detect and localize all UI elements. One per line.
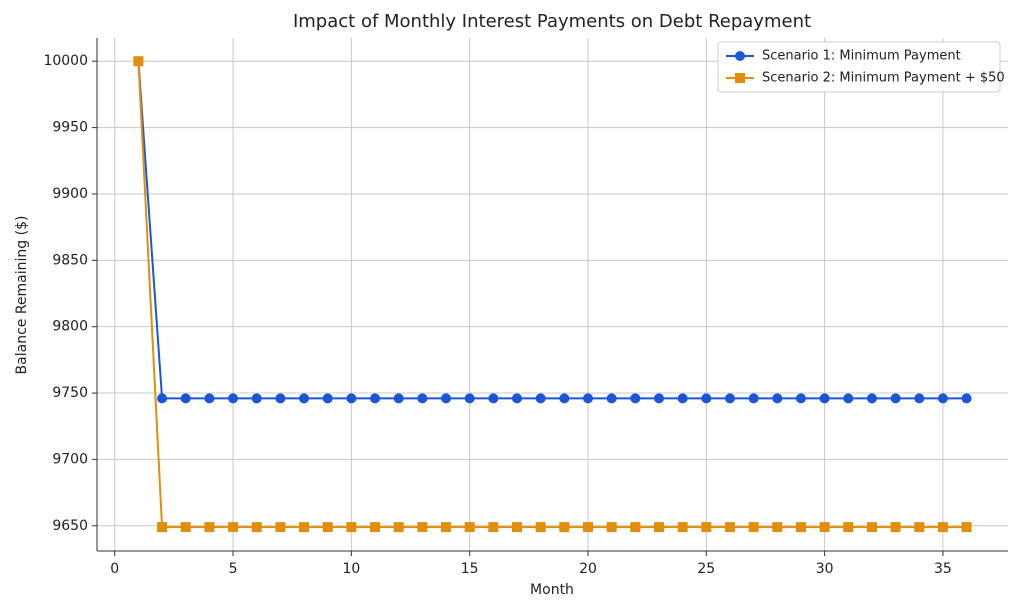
data-point [393,393,404,404]
data-point [795,522,806,533]
data-point [748,522,759,533]
data-point [724,522,735,533]
y-tick-label: 9900 [52,186,88,202]
data-point [535,522,546,533]
y-axis-label: Balance Remaining ($) [14,216,30,375]
data-point [180,393,191,404]
data-point [890,393,901,404]
y-tick-label: 9850 [52,252,88,268]
data-point [748,393,759,404]
data-point [228,393,239,404]
x-tick-label: 0 [110,561,119,577]
data-point [606,393,617,404]
legend-box [717,41,1001,93]
data-point [724,393,735,404]
data-point [772,522,783,533]
data-point [937,393,948,404]
series-line [137,61,967,529]
data-point [299,522,310,533]
data-point [299,393,310,404]
data-point [961,393,972,404]
data-point [677,393,688,404]
data-point [701,393,712,404]
x-tick-label: 20 [579,561,597,577]
data-point [937,522,948,533]
legend-label: Scenario 1: Minimum Payment [762,49,961,64]
y-tick-label: 9800 [52,319,88,335]
data-point [464,522,475,533]
data-point [701,522,712,533]
x-tick-label: 10 [342,561,360,577]
data-point [559,393,570,404]
y-tick-label: 9750 [52,385,88,401]
x-tick-label: 35 [934,561,952,577]
data-point [157,522,168,533]
chart-title: Impact of Monthly Interest Payments on D… [293,11,811,32]
data-point [393,522,404,533]
data-point [914,522,925,533]
x-tick-label: 30 [816,561,834,577]
y-tick-label: 10000 [43,53,88,69]
data-point [251,522,262,533]
data-point [843,522,854,533]
data-point [464,393,475,404]
legend-marker [735,51,745,61]
data-point [322,522,333,533]
data-point [890,522,901,533]
series-line [137,61,967,400]
data-point [157,393,168,404]
data-point [180,522,191,533]
data-point [488,393,499,404]
data-point [653,393,664,404]
data-point [819,393,830,404]
data-point [535,393,546,404]
data-point [677,522,688,533]
data-point [630,393,641,404]
legend-marker [735,73,745,83]
data-point [275,522,286,533]
data-point [866,522,877,533]
data-point [772,393,783,404]
data-point [204,393,215,404]
x-axis-label: Month [530,582,574,598]
data-point [322,393,333,404]
data-point [559,522,570,533]
data-point [370,522,381,533]
data-point [512,522,523,533]
data-point [417,522,428,533]
data-point [204,522,215,533]
y-tick-label: 9650 [52,518,88,534]
data-point [417,393,428,404]
data-point [133,56,144,67]
data-point [441,393,452,404]
data-point [582,522,593,533]
data-point [512,393,523,404]
x-tick-label: 25 [697,561,715,577]
data-point [488,522,499,533]
data-point [582,393,593,404]
data-point [914,393,925,404]
data-point [228,522,239,533]
data-point [843,393,854,404]
data-point [346,522,357,533]
y-tick-label: 9700 [52,451,88,467]
data-point [251,393,262,404]
data-point [441,522,452,533]
x-tick-label: 5 [229,561,238,577]
data-point [653,522,664,533]
data-point [275,393,286,404]
data-point [346,393,357,404]
data-point [630,522,641,533]
data-point [795,393,806,404]
data-point [819,522,830,533]
data-point [606,522,617,533]
data-point [370,393,381,404]
y-tick-label: 9950 [52,120,88,136]
x-tick-label: 15 [461,561,479,577]
data-point [866,393,877,404]
legend-label: Scenario 2: Minimum Payment + $50 [762,71,1005,86]
data-point [961,522,972,533]
